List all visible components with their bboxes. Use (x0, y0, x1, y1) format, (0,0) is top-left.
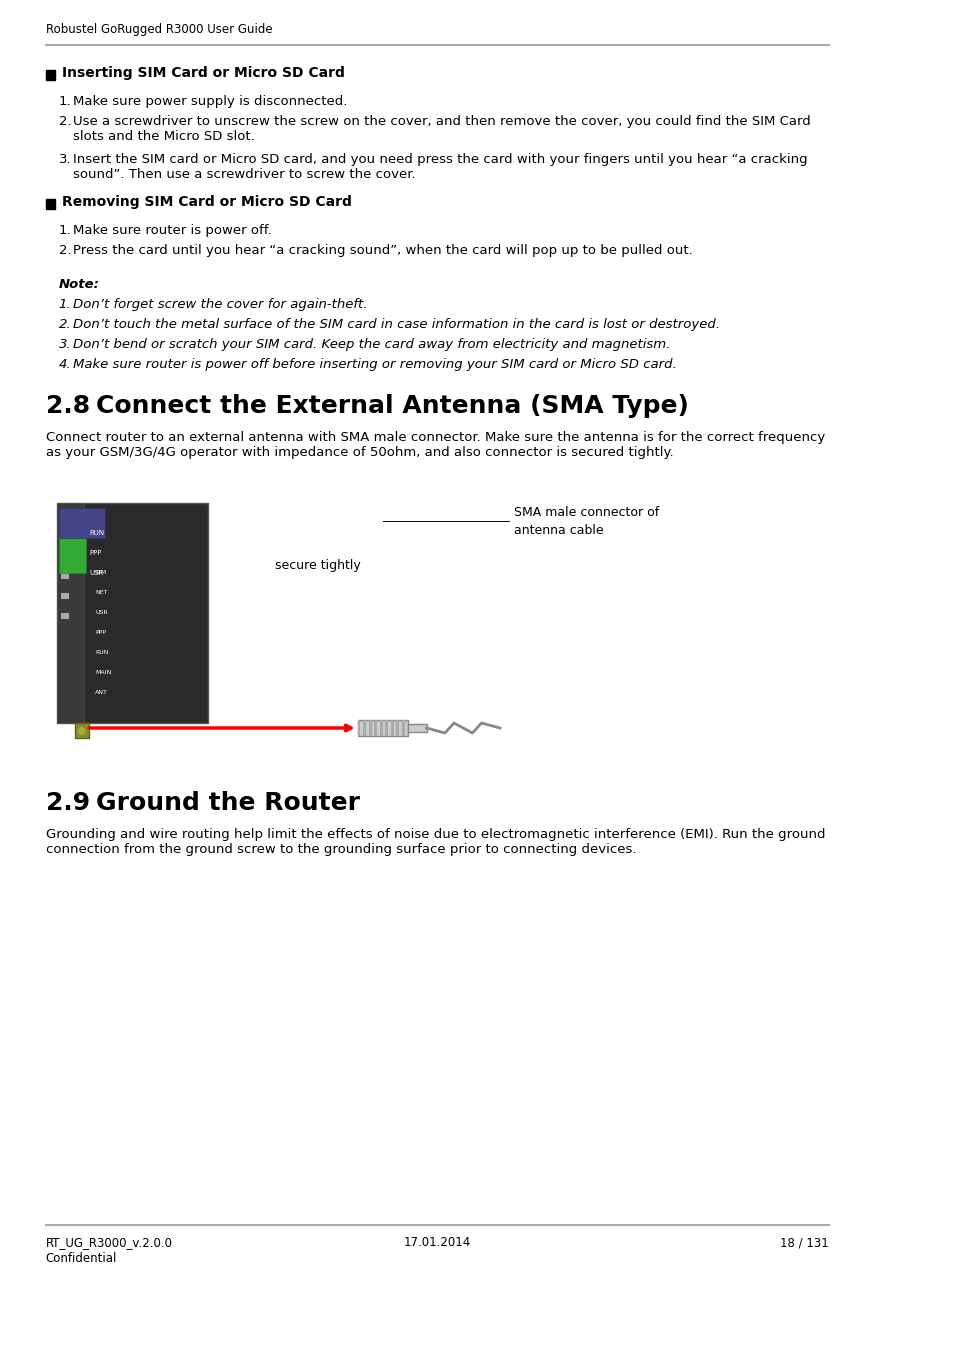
Bar (46, 70, 55, 80)
Text: SIM: SIM (95, 571, 107, 575)
Bar (61, 593, 69, 599)
Bar (59, 513, 86, 572)
Text: 3.: 3. (59, 338, 71, 351)
Text: 2.8: 2.8 (46, 394, 90, 418)
Bar (408, 724, 426, 732)
Bar (57, 504, 208, 724)
Text: 18 / 131: 18 / 131 (780, 1237, 828, 1250)
Bar (369, 720, 371, 736)
Text: 2.: 2. (59, 319, 71, 331)
Text: Note:: Note: (59, 278, 99, 292)
Bar (75, 724, 89, 738)
Text: RT_UG_R3000_v.2.0.0: RT_UG_R3000_v.2.0.0 (46, 1237, 172, 1250)
Text: Ground the Router: Ground the Router (96, 791, 360, 815)
Text: 3.: 3. (59, 153, 71, 166)
Text: PPP: PPP (89, 549, 101, 556)
Bar (61, 554, 69, 559)
Text: RUN: RUN (89, 531, 104, 536)
Bar (357, 720, 408, 736)
Bar (61, 572, 69, 579)
Text: 1.: 1. (59, 224, 71, 238)
Bar (391, 720, 393, 736)
Text: SMA male connector of: SMA male connector of (513, 506, 659, 520)
Text: Don’t forget screw the cover for again-theft.: Don’t forget screw the cover for again-t… (73, 298, 368, 311)
Text: Make sure router is power off.: Make sure router is power off. (73, 224, 272, 238)
Bar (46, 198, 55, 209)
Text: PPP: PPP (95, 630, 106, 636)
Bar (61, 613, 69, 620)
Text: Confidential: Confidential (46, 1251, 117, 1265)
Bar (385, 720, 388, 736)
Text: Make sure router is power off before inserting or removing your SIM card or Micr: Make sure router is power off before ins… (73, 358, 677, 371)
Bar (363, 720, 366, 736)
Text: 17.01.2014: 17.01.2014 (403, 1237, 471, 1250)
Text: Grounding and wire routing help limit the effects of noise due to electromagneti: Grounding and wire routing help limit th… (46, 828, 824, 856)
Text: Don’t bend or scratch your SIM card. Keep the card away from electricity and mag: Don’t bend or scratch your SIM card. Kee… (73, 338, 670, 351)
Bar (379, 720, 382, 736)
Text: 4.: 4. (59, 358, 71, 371)
Text: secure tightly: secure tightly (274, 559, 360, 571)
Text: NET: NET (95, 590, 108, 595)
Text: 2.: 2. (59, 244, 71, 256)
Text: Use a screwdriver to unscrew the screw on the cover, and then remove the cover, : Use a screwdriver to unscrew the screw o… (73, 115, 810, 143)
Text: Connect the External Antenna (SMA Type): Connect the External Antenna (SMA Type) (96, 394, 688, 418)
Text: MAIN: MAIN (95, 671, 112, 675)
Bar (401, 720, 404, 736)
Text: 1.: 1. (59, 95, 71, 108)
Bar (59, 508, 105, 539)
Text: 2.: 2. (59, 115, 71, 128)
Bar (61, 533, 69, 539)
Text: antenna cable: antenna cable (513, 525, 602, 537)
Bar (357, 720, 360, 736)
Text: USR: USR (95, 610, 108, 616)
Text: Don’t touch the metal surface of the SIM card in case information in the card is: Don’t touch the metal surface of the SIM… (73, 319, 720, 331)
Bar (57, 504, 84, 724)
Text: ANT: ANT (95, 690, 108, 695)
Text: Inserting SIM Card or Micro SD Card: Inserting SIM Card or Micro SD Card (62, 66, 345, 80)
Text: Insert the SIM card or Micro SD card, and you need press the card with your fing: Insert the SIM card or Micro SD card, an… (73, 153, 807, 181)
Text: 1.: 1. (59, 298, 71, 311)
Text: RUN: RUN (95, 651, 109, 656)
Text: Removing SIM Card or Micro SD Card: Removing SIM Card or Micro SD Card (62, 194, 352, 209)
Text: Make sure power supply is disconnected.: Make sure power supply is disconnected. (73, 95, 348, 108)
Text: Press the card until you hear “a cracking sound”, when the card will pop up to b: Press the card until you hear “a crackin… (73, 244, 693, 256)
Circle shape (77, 726, 86, 736)
Text: Robustel GoRugged R3000 User Guide: Robustel GoRugged R3000 User Guide (46, 23, 273, 36)
Text: 2.9: 2.9 (46, 791, 90, 815)
Bar (374, 720, 376, 736)
Text: USR: USR (89, 570, 103, 576)
Bar (395, 720, 398, 736)
Text: Connect router to an external antenna with SMA male connector. Make sure the ant: Connect router to an external antenna wi… (46, 431, 824, 459)
